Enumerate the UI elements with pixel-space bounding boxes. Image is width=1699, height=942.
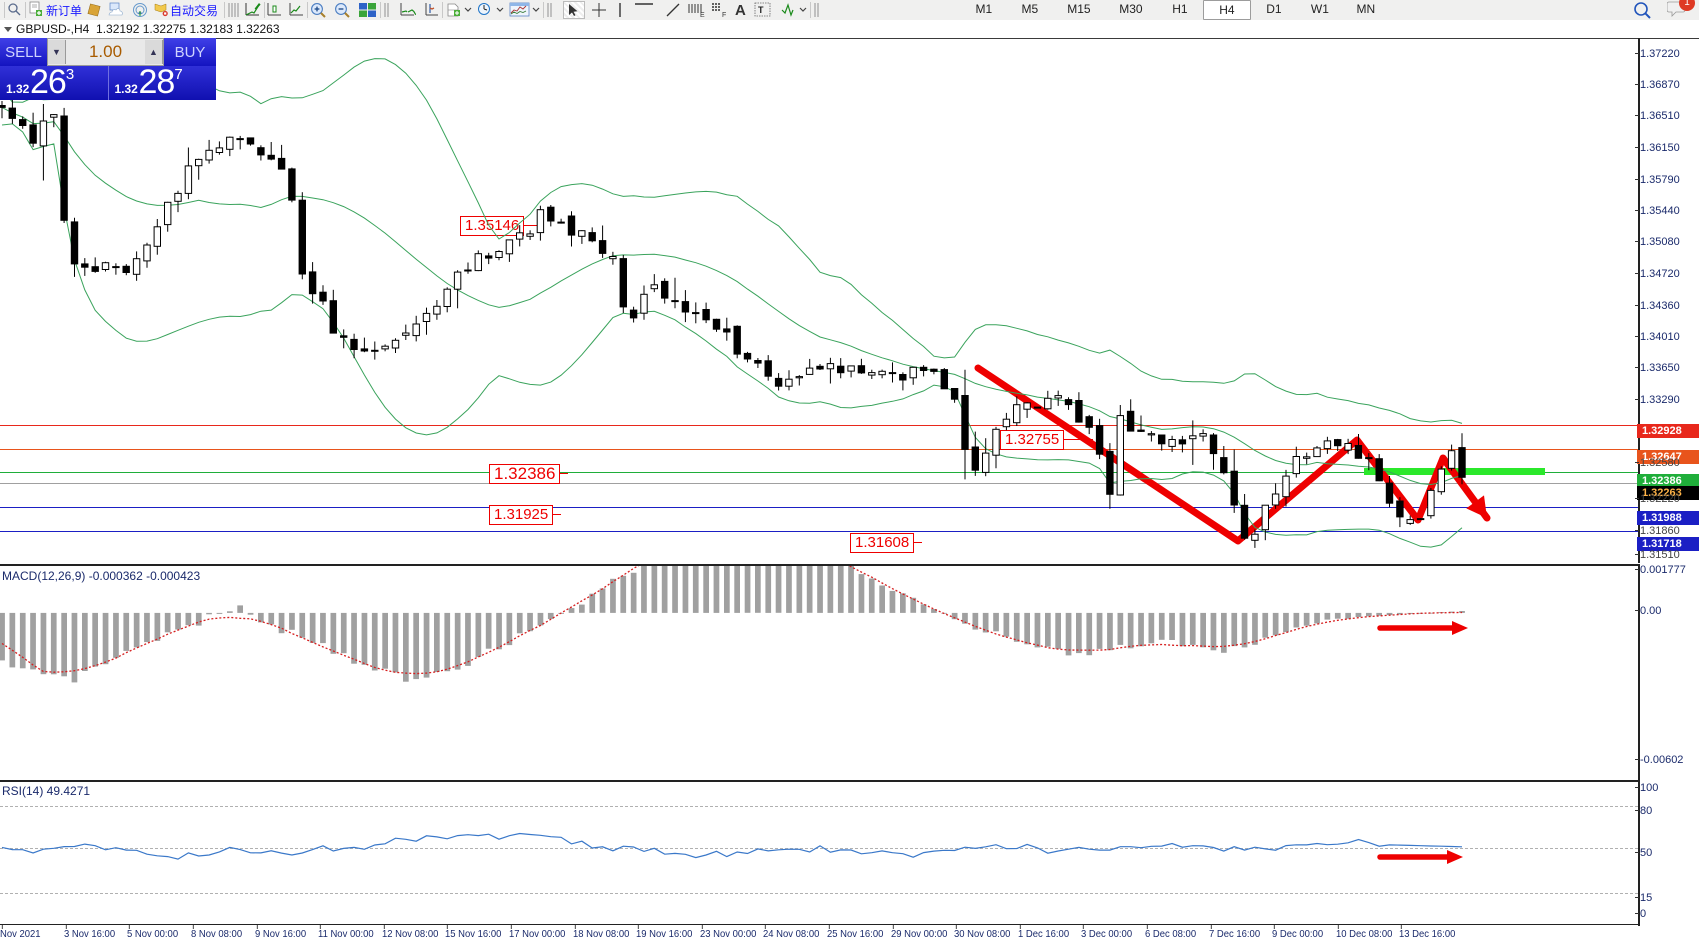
- svg-text:T: T: [758, 5, 764, 15]
- svg-text:F: F: [722, 12, 726, 18]
- svg-text:E: E: [700, 12, 705, 18]
